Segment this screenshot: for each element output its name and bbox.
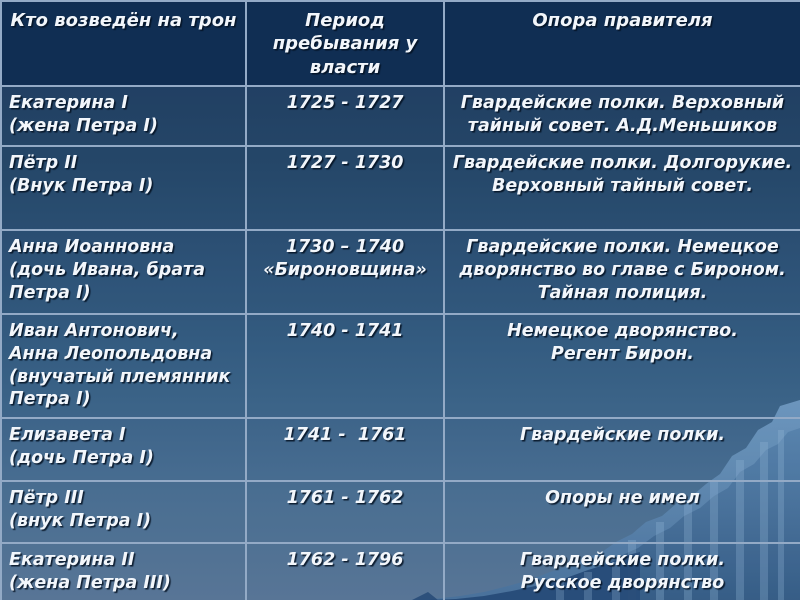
- table-row: Иван Антонович, Анна Леопольдовна (внуча…: [0, 313, 800, 420]
- cell-period: 1762 - 1796: [245, 542, 445, 600]
- cell-support: Гвардейские полки. Немецкое дворянство в…: [443, 229, 800, 316]
- table-row: Анна Иоанновна (дочь Ивана, брата Петра …: [0, 229, 800, 316]
- cell-period: 1741 - 1761: [245, 417, 445, 483]
- table-row: Пётр III (внук Петра I) 1761 - 1762 Опор…: [0, 480, 800, 545]
- table-header-row: Кто возведён на трон Период пребывания у…: [0, 0, 800, 88]
- cell-support: Гвардейские полки. Верховный тайный сове…: [443, 85, 800, 148]
- column-header-period: Период пребывания у власти: [245, 0, 445, 88]
- cell-who: Анна Иоанновна (дочь Ивана, брата Петра …: [0, 229, 247, 316]
- cell-period: 1761 - 1762: [245, 480, 445, 545]
- cell-support: Немецкое дворянство. Регент Бирон.: [443, 313, 800, 420]
- cell-who: Пётр III (внук Петра I): [0, 480, 247, 545]
- cell-period: 1727 - 1730: [245, 145, 445, 232]
- cell-support: Гвардейские полки. Русское дворянство: [443, 542, 800, 600]
- cell-who: Екатерина II (жена Петра III): [0, 542, 247, 600]
- table-row: Екатерина I (жена Петра I) 1725 - 1727 Г…: [0, 85, 800, 148]
- table-row: Екатерина II (жена Петра III) 1762 - 179…: [0, 542, 800, 600]
- table-row: Елизавета I (дочь Петра I) 1741 - 1761 Г…: [0, 417, 800, 483]
- cell-who: Пётр II (Внук Петра I): [0, 145, 247, 232]
- cell-period: 1740 - 1741: [245, 313, 445, 420]
- column-header-who: Кто возведён на трон: [0, 0, 247, 88]
- column-header-support: Опора правителя: [443, 0, 800, 88]
- cell-support: Гвардейские полки. Долгорукие. Верховный…: [443, 145, 800, 232]
- cell-who: Елизавета I (дочь Петра I): [0, 417, 247, 483]
- cell-period: 1730 – 1740 «Бироновщина»: [245, 229, 445, 316]
- table-row: Пётр II (Внук Петра I) 1727 - 1730 Гвард…: [0, 145, 800, 232]
- cell-who: Иван Антонович, Анна Леопольдовна (внуча…: [0, 313, 247, 420]
- cell-period: 1725 - 1727: [245, 85, 445, 148]
- cell-who: Екатерина I (жена Петра I): [0, 85, 247, 148]
- cell-support: Опоры не имел: [443, 480, 800, 545]
- cell-support: Гвардейские полки.: [443, 417, 800, 483]
